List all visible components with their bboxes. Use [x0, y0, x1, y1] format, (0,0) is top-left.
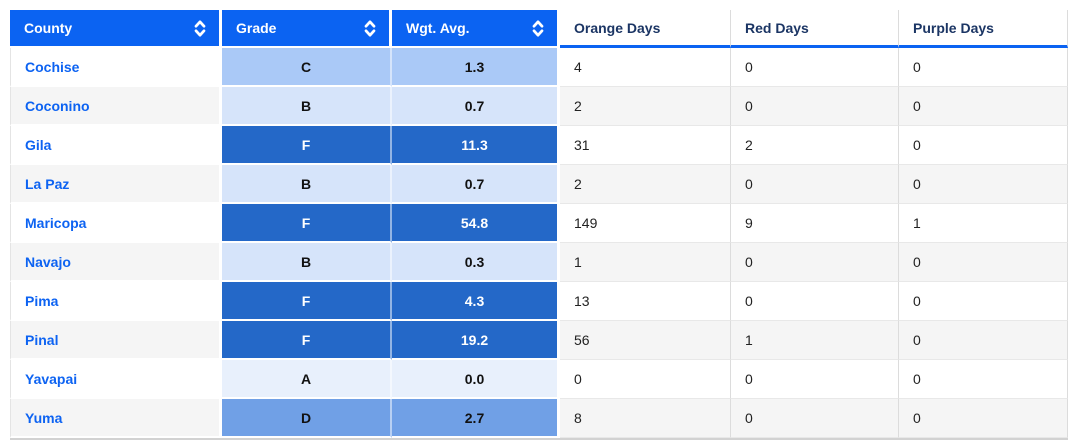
red-days-cell: 1: [731, 321, 899, 360]
red-days-cell: 2: [731, 126, 899, 165]
red-days-cell: 0: [731, 282, 899, 321]
column-label: Wgt. Avg.: [406, 20, 470, 36]
county-link[interactable]: Pima: [25, 292, 59, 309]
wgt-avg-cell: 0.0: [392, 360, 560, 399]
county-cell: Pima: [10, 282, 222, 321]
county-cell: Pinal: [10, 321, 222, 360]
purple-days-cell: 0: [899, 399, 1068, 438]
grade-cell: D: [222, 399, 392, 438]
county-link[interactable]: Gila: [25, 136, 52, 153]
column-header-grade[interactable]: Grade: [222, 10, 392, 48]
wgt-avg-cell: 4.3: [392, 282, 560, 321]
column-header-county[interactable]: County: [10, 10, 222, 48]
orange-days-cell: 2: [560, 87, 731, 126]
column-label: Purple Days: [913, 19, 994, 36]
purple-days-cell: 0: [899, 321, 1068, 360]
grade-cell: F: [222, 204, 392, 243]
wgt-avg-cell: 0.3: [392, 243, 560, 282]
column-label: Red Days: [745, 19, 809, 36]
wgt-avg-cell: 1.3: [392, 48, 560, 87]
red-days-cell: 9: [731, 204, 899, 243]
orange-days-cell: 2: [560, 165, 731, 204]
wgt-avg-cell: 0.7: [392, 165, 560, 204]
orange-days-cell: 13: [560, 282, 731, 321]
grade-cell: B: [222, 165, 392, 204]
county-link[interactable]: Pinal: [25, 331, 59, 348]
purple-days-cell: 1: [899, 204, 1068, 243]
orange-days-cell: 31: [560, 126, 731, 165]
orange-days-cell: 0: [560, 360, 731, 399]
grade-cell: F: [222, 282, 392, 321]
column-header-wgt-avg[interactable]: Wgt. Avg.: [392, 10, 560, 48]
county-cell: Yuma: [10, 399, 222, 438]
purple-days-cell: 0: [899, 48, 1068, 87]
red-days-cell: 0: [731, 165, 899, 204]
county-link[interactable]: Cochise: [25, 58, 80, 75]
red-days-cell: 0: [731, 87, 899, 126]
red-days-cell: 0: [731, 360, 899, 399]
orange-days-cell: 8: [560, 399, 731, 438]
county-cell: La Paz: [10, 165, 222, 204]
county-grades-table: County Grade Wgt. Avg. Orange Days Red Days P…: [10, 10, 1068, 438]
county-cell: Navajo: [10, 243, 222, 282]
grade-cell: F: [222, 126, 392, 165]
grade-cell: B: [222, 87, 392, 126]
red-days-cell: 0: [731, 399, 899, 438]
orange-days-cell: 149: [560, 204, 731, 243]
county-cell: Maricopa: [10, 204, 222, 243]
purple-days-cell: 0: [899, 243, 1068, 282]
county-link[interactable]: Navajo: [25, 253, 71, 270]
county-link[interactable]: Coconino: [25, 97, 90, 114]
orange-days-cell: 56: [560, 321, 731, 360]
column-label: County: [24, 20, 73, 36]
purple-days-cell: 0: [899, 282, 1068, 321]
column-label: Orange Days: [574, 19, 661, 36]
county-link[interactable]: La Paz: [25, 175, 70, 192]
red-days-cell: 0: [731, 48, 899, 87]
county-cell: Cochise: [10, 48, 222, 87]
purple-days-cell: 0: [899, 360, 1068, 399]
county-link[interactable]: Maricopa: [25, 214, 87, 231]
grade-cell: A: [222, 360, 392, 399]
sort-arrows-icon[interactable]: [531, 19, 545, 38]
wgt-avg-cell: 54.8: [392, 204, 560, 243]
wgt-avg-cell: 11.3: [392, 126, 560, 165]
column-header-purple-days: Purple Days: [899, 10, 1068, 48]
purple-days-cell: 0: [899, 87, 1068, 126]
orange-days-cell: 1: [560, 243, 731, 282]
grade-cell: B: [222, 243, 392, 282]
wgt-avg-cell: 2.7: [392, 399, 560, 438]
county-link[interactable]: Yavapai: [25, 370, 78, 387]
wgt-avg-cell: 0.7: [392, 87, 560, 126]
wgt-avg-cell: 19.2: [392, 321, 560, 360]
county-cell: Coconino: [10, 87, 222, 126]
purple-days-cell: 0: [899, 126, 1068, 165]
sort-arrows-icon[interactable]: [193, 19, 207, 38]
county-link[interactable]: Yuma: [25, 409, 63, 426]
column-label: Grade: [236, 20, 277, 36]
grade-cell: C: [222, 48, 392, 87]
purple-days-cell: 0: [899, 165, 1068, 204]
county-cell: Yavapai: [10, 360, 222, 399]
grade-cell: F: [222, 321, 392, 360]
county-grades-table-wrap: County Grade Wgt. Avg. Orange Days Red Days P…: [10, 10, 1068, 440]
sort-arrows-icon[interactable]: [363, 19, 377, 38]
red-days-cell: 0: [731, 243, 899, 282]
column-header-red-days: Red Days: [731, 10, 899, 48]
county-cell: Gila: [10, 126, 222, 165]
column-header-orange-days: Orange Days: [560, 10, 731, 48]
orange-days-cell: 4: [560, 48, 731, 87]
